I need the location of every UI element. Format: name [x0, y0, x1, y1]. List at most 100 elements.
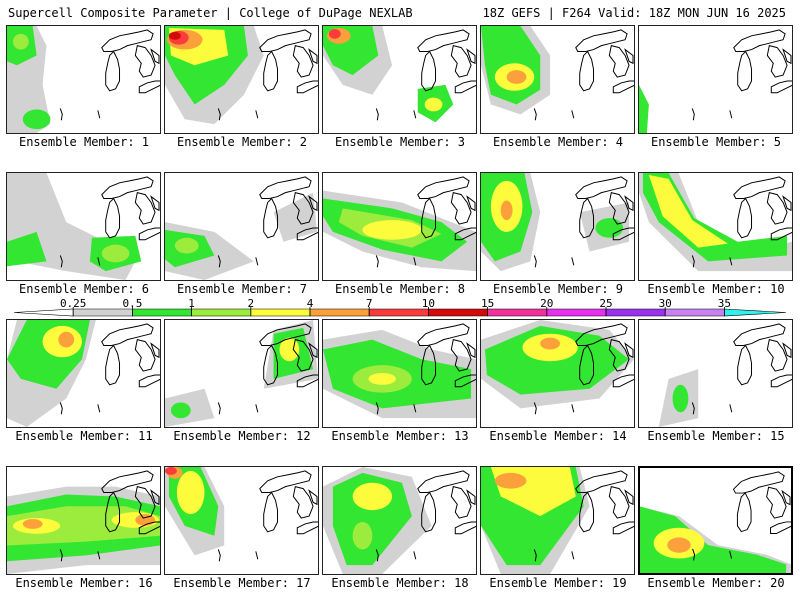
- colorbar-tick-label: 2: [247, 299, 254, 310]
- great-lakes-outline: [533, 323, 634, 415]
- scp-contour: [595, 218, 624, 238]
- ensemble-member-map: [165, 320, 318, 427]
- ensemble-member-panel: [480, 172, 635, 281]
- great-lakes-outline: [375, 29, 476, 121]
- scp-contour: [424, 97, 443, 112]
- ensemble-member-label: Ensemble Member: 10: [647, 282, 785, 296]
- ensemble-member-label: Ensemble Member: 16: [15, 576, 153, 590]
- colorbar-tick-label: 20: [540, 299, 553, 310]
- ensemble-member-map: [7, 320, 160, 427]
- ensemble-member-label: Ensemble Member: 1: [18, 135, 150, 149]
- great-lakes-outline: [375, 470, 476, 562]
- ensemble-member-label: Ensemble Member: 9: [492, 282, 624, 296]
- ensemble-member-map: [640, 471, 791, 573]
- ensemble-member-map: [481, 320, 634, 415]
- great-lakes-outline: [59, 29, 160, 121]
- scp-contour: [174, 237, 199, 254]
- scp-contour: [165, 467, 177, 475]
- colorbar-tick-label: 4: [307, 299, 314, 310]
- scp-contour: [332, 472, 412, 566]
- great-lakes-outline: [375, 323, 476, 415]
- scp-contour: [58, 331, 75, 348]
- great-lakes-outline: [217, 29, 318, 121]
- ensemble-member-label: Ensemble Member: 20: [647, 576, 785, 590]
- ensemble-member-map: [639, 29, 792, 133]
- color-scale-legend: 0.25 0.5 1 2 4 7 10 15 20 25 30 35: [14, 299, 786, 317]
- colorbar-segment: [250, 308, 311, 317]
- ensemble-member-label: Ensemble Member: 6: [18, 282, 150, 296]
- great-lakes-outline: [533, 470, 634, 562]
- ensemble-member-panel: [164, 319, 319, 428]
- ensemble-member-map: [165, 176, 318, 280]
- ensemble-member-panel: [6, 466, 161, 575]
- ensemble-member-panel: [480, 466, 635, 575]
- ensemble-member-map: [7, 470, 160, 574]
- colorbar-segment: [132, 308, 192, 317]
- colorbar-segment: [14, 308, 74, 317]
- great-lakes-outline: [217, 176, 318, 268]
- ensemble-member-panel: [164, 25, 319, 134]
- ensemble-member-map: [323, 323, 476, 419]
- ensemble-member-panel: [638, 319, 793, 428]
- colorbar-tick-label: 25: [599, 299, 612, 310]
- great-lakes-outline: [217, 323, 318, 415]
- scp-contour: [648, 174, 728, 248]
- great-lakes-outline: [59, 323, 160, 415]
- ensemble-member-map: [658, 323, 792, 427]
- scp-contour: [135, 514, 156, 526]
- colorbar-tick-label: 0.5: [122, 299, 142, 310]
- ensemble-member-map: [7, 26, 160, 133]
- ensemble-member-label: Ensemble Member: 14: [489, 429, 627, 443]
- great-lakes-outline: [533, 176, 634, 268]
- colorbar-segment: [487, 308, 548, 317]
- ensemble-member-map: [481, 26, 634, 121]
- colorbar-segment: [546, 308, 607, 317]
- great-lakes-outline: [59, 470, 160, 562]
- ensemble-member-map: [323, 26, 476, 123]
- scp-contour: [12, 33, 29, 50]
- ensemble-member-map: [481, 467, 634, 574]
- ensemble-member-label: Ensemble Member: 18: [331, 576, 469, 590]
- great-lakes-outline: [59, 176, 160, 268]
- ensemble-member-panel: [638, 466, 793, 575]
- colorbar-tick-label: 0.25: [60, 299, 87, 310]
- colorbar-segment: [428, 308, 488, 317]
- scp-contour: [642, 173, 788, 262]
- ensemble-member-panel: [6, 25, 161, 134]
- great-lakes-outline: [217, 470, 318, 562]
- ensemble-member-panel: [638, 172, 793, 281]
- colorbar-tick-label: 15: [481, 299, 494, 310]
- scp-contour: [7, 231, 47, 267]
- scp-contour: [168, 31, 181, 40]
- ensemble-member-map: [7, 173, 160, 280]
- ensemble-member-label: Ensemble Member: 13: [331, 429, 469, 443]
- ensemble-member-panel: [480, 319, 635, 428]
- great-lakes-outline: [533, 29, 634, 121]
- scp-contour: [639, 84, 649, 133]
- ensemble-member-panel: [480, 25, 635, 134]
- scp-contour: [667, 537, 691, 553]
- scp-contour: [22, 109, 51, 130]
- ensemble-member-map: [165, 467, 318, 562]
- valid-time: 18Z GEFS | F264 Valid: 18Z MON JUN 16 20…: [482, 6, 786, 20]
- ensemble-member-map: [323, 467, 476, 574]
- ensemble-member-panel: [6, 319, 161, 428]
- great-lakes-outline: [692, 471, 791, 561]
- colorbar-segment: [605, 308, 666, 317]
- scp-contour: [500, 200, 513, 221]
- ensemble-member-label: Ensemble Member: 17: [173, 576, 311, 590]
- ensemble-member-label: Ensemble Member: 19: [489, 576, 627, 590]
- colorbar-segment: [368, 308, 429, 317]
- ensemble-member-label: Ensemble Member: 15: [647, 429, 785, 443]
- scp-contour: [362, 220, 422, 240]
- ensemble-member-label: Ensemble Member: 11: [15, 429, 153, 443]
- scp-contour: [672, 384, 689, 413]
- scp-contour: [352, 482, 393, 511]
- ensemble-member-label: Ensemble Member: 5: [650, 135, 782, 149]
- scp-contour: [22, 519, 43, 529]
- ensemble-member-label: Ensemble Member: 12: [173, 429, 311, 443]
- ensemble-member-label: Ensemble Member: 4: [492, 135, 624, 149]
- ensemble-member-map: [323, 176, 476, 272]
- colorbar-segment: [724, 308, 786, 317]
- colorbar-segment: [72, 308, 133, 317]
